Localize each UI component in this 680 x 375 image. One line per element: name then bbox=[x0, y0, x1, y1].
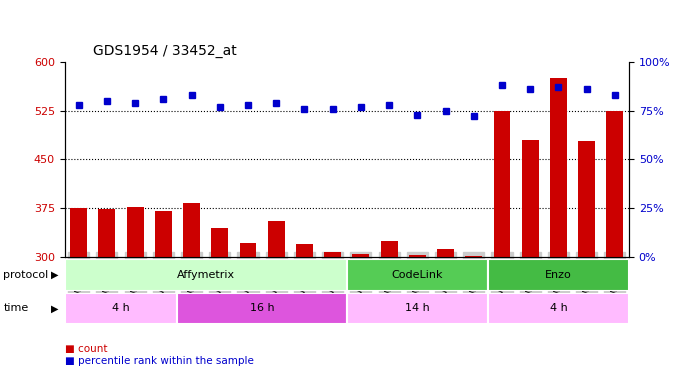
Bar bbox=[65, 259, 347, 291]
Text: GDS1954 / 33452_at: GDS1954 / 33452_at bbox=[92, 44, 237, 58]
Text: CodeLink: CodeLink bbox=[392, 270, 443, 280]
Bar bbox=[607, 111, 624, 257]
Bar bbox=[465, 256, 482, 257]
Bar bbox=[409, 255, 426, 257]
Text: Enzo: Enzo bbox=[545, 270, 572, 280]
Bar bbox=[268, 221, 285, 257]
Bar bbox=[550, 78, 567, 257]
Bar bbox=[352, 254, 369, 257]
Text: 16 h: 16 h bbox=[250, 303, 275, 313]
Text: ■ percentile rank within the sample: ■ percentile rank within the sample bbox=[65, 356, 254, 366]
Bar bbox=[578, 141, 595, 257]
Bar bbox=[99, 209, 116, 257]
Text: 4 h: 4 h bbox=[549, 303, 567, 313]
Bar bbox=[324, 252, 341, 257]
Bar bbox=[296, 244, 313, 257]
Bar bbox=[522, 140, 539, 257]
Bar bbox=[437, 249, 454, 257]
Bar bbox=[211, 228, 228, 257]
Bar bbox=[347, 292, 488, 324]
Bar bbox=[183, 203, 200, 257]
Bar bbox=[488, 259, 629, 291]
Text: ▶: ▶ bbox=[50, 270, 58, 280]
Text: ■ count: ■ count bbox=[65, 344, 107, 354]
Text: ▶: ▶ bbox=[50, 303, 58, 313]
Text: Affymetrix: Affymetrix bbox=[177, 270, 235, 280]
Bar bbox=[126, 207, 143, 257]
Bar bbox=[381, 241, 398, 257]
Bar bbox=[488, 292, 629, 324]
Bar bbox=[65, 292, 177, 324]
Bar bbox=[494, 111, 511, 257]
Bar bbox=[70, 208, 87, 257]
Bar bbox=[155, 211, 172, 257]
Bar bbox=[239, 243, 256, 257]
Bar bbox=[347, 259, 488, 291]
Text: 14 h: 14 h bbox=[405, 303, 430, 313]
Bar bbox=[177, 292, 347, 324]
Text: time: time bbox=[3, 303, 29, 313]
Text: 4 h: 4 h bbox=[112, 303, 130, 313]
Text: protocol: protocol bbox=[3, 270, 49, 280]
